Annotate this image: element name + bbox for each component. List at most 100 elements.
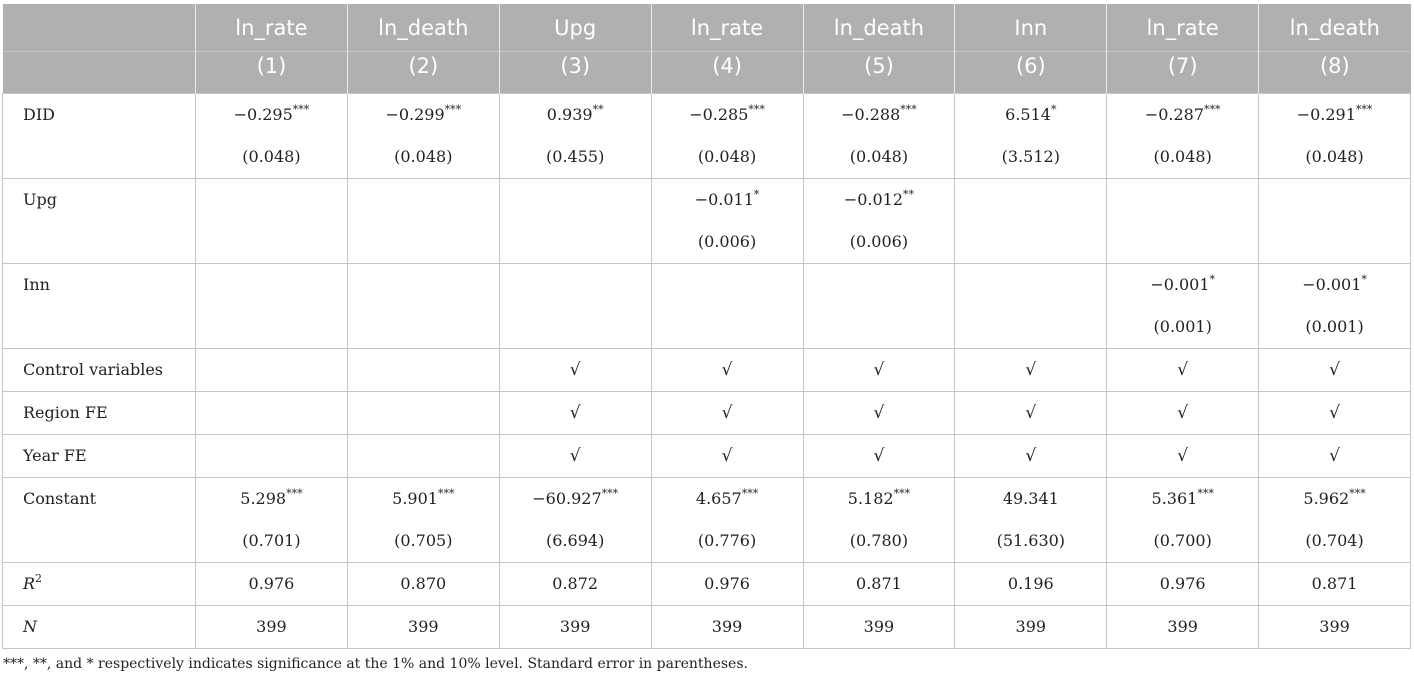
check-cell	[195, 348, 348, 392]
table-row-constant: Constant 5.298*** (0.701) 5.901*** (0.705)…	[2, 477, 1411, 563]
standard-error: (0.780)	[849, 531, 909, 550]
cell	[650, 263, 804, 349]
header-row-variables: ln_rate ln_death Upg ln_rate ln_death In…	[2, 4, 1411, 52]
check-cell: √	[498, 348, 652, 392]
check-cell: √	[802, 348, 956, 392]
coefficient: 49.341	[1002, 489, 1059, 508]
check-cell: √	[1106, 391, 1260, 435]
row-label: Control variables	[2, 348, 196, 392]
check-icon: √	[569, 403, 581, 423]
table-footnote: ***, **, and * respectively indicates si…	[3, 656, 748, 672]
significance-stars: ***	[893, 486, 911, 500]
check-cell	[195, 391, 348, 435]
cell: 5.361*** (0.700)	[1106, 477, 1260, 563]
coefficient: 5.361	[1151, 489, 1198, 508]
row-label: R2	[2, 562, 196, 606]
standard-error: (0.776)	[697, 531, 757, 550]
table-row-year-fe: Year FE √ √ √ √ √ √	[2, 434, 1411, 478]
cell: 0.871	[1258, 562, 1411, 606]
column-number: (3)	[498, 51, 652, 94]
significance-stars: *	[1361, 272, 1367, 286]
standard-error: (0.455)	[546, 147, 605, 166]
coefficient: 5.901	[392, 489, 438, 508]
significance-stars: ***	[437, 486, 455, 500]
check-cell: √	[1106, 348, 1260, 392]
table-row-n: N 399 399 399 399 399 399 399 399	[2, 605, 1411, 649]
standard-error	[500, 221, 651, 263]
coefficient: −0.295	[233, 105, 293, 124]
cell: −0.299*** (0.048)	[346, 93, 500, 179]
table-body: DID −0.295*** (0.048) −0.299*** (0.048) 0.…	[2, 93, 1411, 649]
coefficient: −0.299	[385, 105, 445, 124]
standard-error	[652, 306, 803, 348]
significance-stars: *	[753, 187, 760, 201]
significance-stars: ***	[1355, 102, 1373, 116]
cell: −0.288*** (0.048)	[802, 93, 956, 179]
check-icon: √	[569, 446, 581, 466]
column-header: ln_death	[1258, 4, 1411, 52]
column-header: ln_rate	[1106, 4, 1259, 52]
coefficient: −0.287	[1144, 105, 1205, 124]
cell: −0.291*** (0.048)	[1258, 93, 1411, 179]
standard-error	[804, 306, 955, 348]
significance-stars: ***	[748, 102, 765, 116]
column-number: (7)	[1106, 51, 1259, 94]
cell: 399	[1258, 605, 1411, 649]
coefficient: −0.288	[841, 105, 901, 124]
cell: 5.182*** (0.780)	[802, 477, 956, 563]
significance-stars: ***	[292, 102, 310, 116]
standard-error: (0.048)	[849, 147, 909, 166]
standard-error	[348, 221, 499, 263]
table-row-did: DID −0.295*** (0.048) −0.299*** (0.048) 0.…	[2, 93, 1411, 179]
standard-error: (3.512)	[1001, 147, 1060, 166]
coefficient: 5.182	[847, 489, 894, 508]
check-icon: √	[873, 360, 885, 380]
column-header: Inn	[954, 4, 1107, 52]
check-cell: √	[1258, 348, 1411, 392]
regression-table: ln_rate ln_death Upg ln_rate ln_death In…	[2, 4, 1411, 649]
standard-error: (0.001)	[1305, 317, 1364, 336]
cell	[498, 178, 652, 264]
standard-error: (0.701)	[242, 531, 301, 550]
check-icon	[196, 349, 347, 391]
cell	[954, 263, 1108, 349]
column-header: ln_rate	[650, 4, 803, 52]
cell	[195, 178, 348, 264]
standard-error: (51.630)	[996, 531, 1066, 550]
cell: 399	[802, 605, 956, 649]
row-label: Region FE	[2, 391, 196, 435]
cell: 6.514* (3.512)	[954, 93, 1108, 179]
cell: 0.976	[650, 562, 804, 606]
standard-error	[196, 306, 347, 348]
significance-stars: **	[592, 102, 604, 116]
standard-error	[955, 221, 1106, 263]
column-number: (8)	[1258, 51, 1411, 94]
cell: 4.657*** (0.776)	[650, 477, 804, 563]
check-icon: √	[721, 446, 733, 466]
cell: −0.295*** (0.048)	[195, 93, 348, 179]
column-number: (1)	[195, 51, 348, 94]
coefficient: 6.514	[1005, 105, 1051, 124]
cell: 0.939** (0.455)	[498, 93, 652, 179]
standard-error: (0.001)	[1153, 317, 1212, 336]
cell	[1106, 178, 1260, 264]
header-row-numbers: (1) (2) (3) (4) (5) (6) (7) (8)	[2, 51, 1411, 94]
check-icon: √	[569, 360, 581, 380]
cell: −0.012** (0.006)	[802, 178, 956, 264]
cell: −0.285*** (0.048)	[650, 93, 804, 179]
cell: −0.011* (0.006)	[650, 178, 804, 264]
check-icon: √	[1177, 403, 1189, 423]
table-row-inn: Inn −0.001* (0.001) −0.001* (0.001)	[2, 263, 1411, 349]
regression-table-container: ln_rate ln_death Upg ln_rate ln_death In…	[2, 4, 1411, 649]
standard-error: (0.048)	[697, 147, 757, 166]
cell: 399	[1106, 605, 1260, 649]
cell	[498, 263, 652, 349]
standard-error	[955, 306, 1106, 348]
check-icon: √	[721, 403, 733, 423]
significance-stars: **	[903, 187, 915, 201]
check-icon	[348, 392, 499, 434]
row-label: N	[2, 605, 196, 649]
coefficient: 5.298	[240, 489, 287, 508]
check-icon: √	[1329, 446, 1340, 466]
row-label: Constant	[2, 477, 196, 563]
